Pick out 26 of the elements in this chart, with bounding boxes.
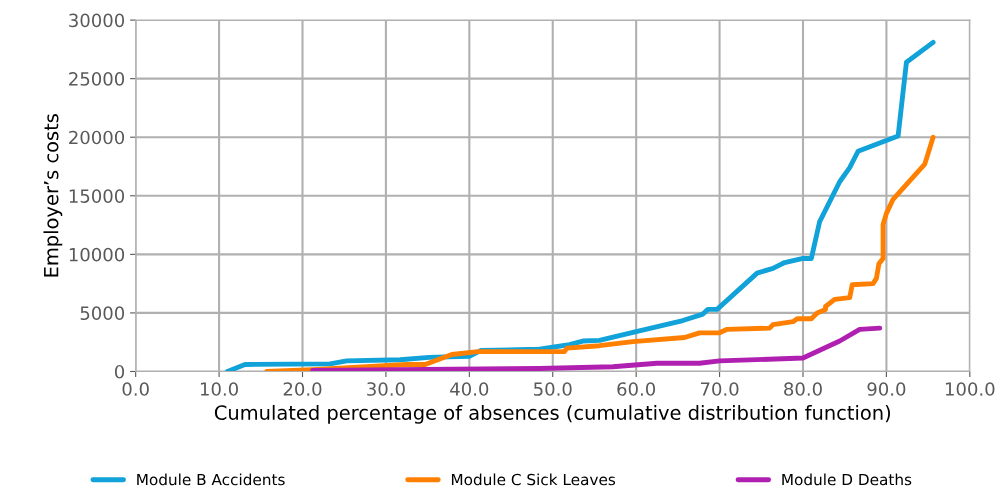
y-tick-label: 25000 [69,72,125,86]
legend-label: Module D Deaths [782,473,912,486]
x-tick-label: 0.0 [122,382,149,396]
x-tick-label: 60.0 [617,382,656,396]
x-tick-label: 70.0 [700,382,739,396]
x-tick-label: 90.0 [867,382,906,396]
x-tick-label: 100.0 [945,382,995,396]
x-tick-label: 10.0 [200,382,238,396]
y-tick-label: 0 [114,364,125,379]
y-tick-label: 20000 [69,130,125,145]
x-tick-label: 20.0 [283,382,322,396]
y-tick-label: 30000 [69,13,125,28]
y-tick-label: 15000 [69,189,125,203]
y-axis-title: Employer’s costs [43,114,63,277]
x-tick-label: 40.0 [450,382,489,396]
line-series [264,134,936,372]
legend-label: Module B Accidents [137,473,285,486]
x-tick-label: 30.0 [367,382,405,396]
y-tick-label: 10000 [69,247,125,262]
x-tick-label: 50.0 [534,382,572,396]
legend-label: Module C Sick Leaves [451,473,616,486]
x-tick-label: 80.0 [784,382,822,396]
x-axis-title: Cumulated percentage of absences (cumulative distribution function) [214,404,891,424]
y-tick-label: 5000 [80,306,125,321]
line-series [225,39,936,372]
line-series [310,325,883,372]
